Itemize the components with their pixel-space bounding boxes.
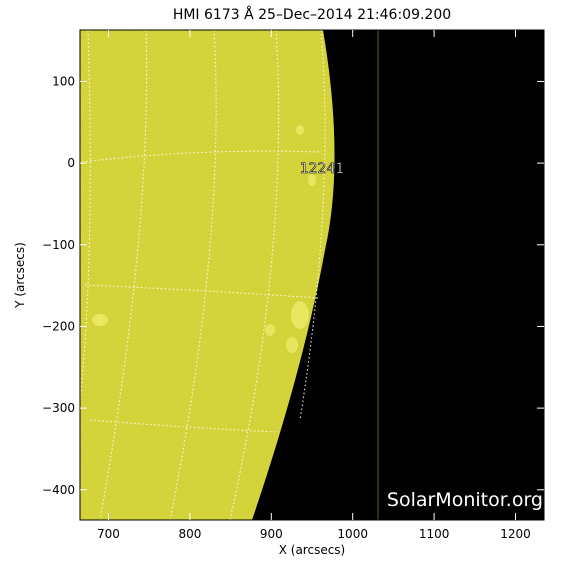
x-tick-label: 700	[97, 527, 120, 541]
plot-title: HMI 6173 Å 25–Dec–2014 21:46:09.200	[173, 6, 451, 23]
y-tick-label: 100	[52, 74, 75, 88]
active-region-label: 12241	[300, 161, 345, 177]
heliographic-grid	[80, 30, 326, 520]
y-tick-label: −400	[42, 483, 75, 497]
x-axis: 700 800 900 1000 1100 1200	[97, 30, 531, 541]
x-axis-label: X (arcsecs)	[279, 543, 346, 557]
x-tick-label: 1100	[419, 527, 450, 541]
y-axis-label: Y (arcsecs)	[13, 242, 27, 309]
x-tick-label: 800	[178, 527, 201, 541]
y-tick-label: 0	[67, 156, 75, 170]
x-tick-label: 1200	[500, 527, 531, 541]
watermark-text: SolarMonitor.org	[387, 489, 543, 511]
x-tick-label: 1000	[337, 527, 368, 541]
solar-disk	[80, 30, 335, 520]
faculae	[92, 125, 316, 353]
x-tick-label: 900	[260, 527, 283, 541]
y-tick-label: −200	[42, 319, 75, 333]
y-axis: 100 0 −100 −200 −300 −400	[42, 74, 544, 497]
plot-frame	[79, 29, 545, 521]
y-tick-label: −100	[42, 238, 75, 252]
y-tick-label: −300	[42, 401, 75, 415]
